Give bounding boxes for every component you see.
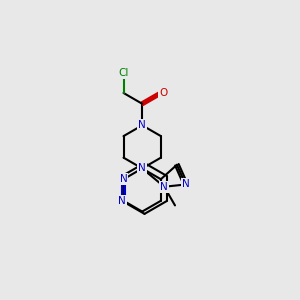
Text: N: N	[120, 174, 128, 184]
Text: Cl: Cl	[118, 68, 129, 78]
Text: N: N	[138, 120, 146, 130]
Text: N: N	[160, 182, 168, 192]
Text: N: N	[118, 196, 126, 206]
Text: O: O	[159, 88, 167, 98]
Text: N: N	[138, 164, 146, 173]
Text: N: N	[182, 179, 190, 190]
